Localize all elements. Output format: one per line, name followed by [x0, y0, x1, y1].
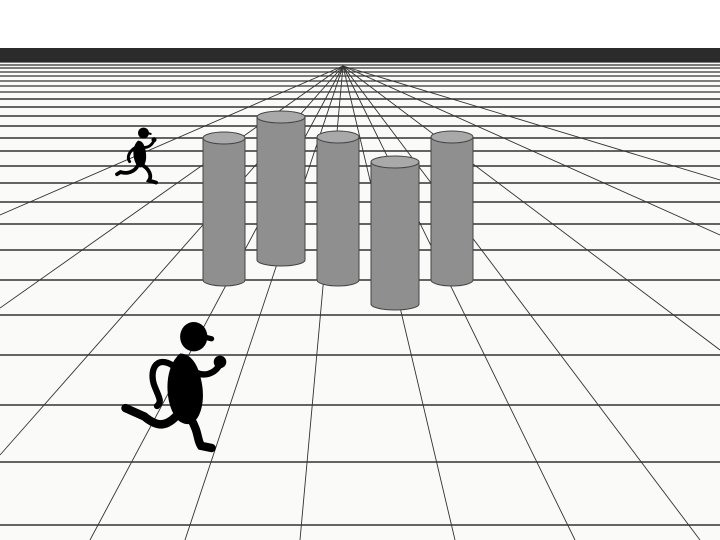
cylinder — [316, 130, 360, 287]
cylinder — [430, 130, 474, 287]
running-person-icon — [115, 127, 158, 185]
grid-line-radial — [342, 65, 701, 540]
floor-plane — [0, 62, 720, 540]
cylinder — [202, 131, 246, 287]
cylinder — [370, 155, 420, 311]
grid-line-radial — [342, 65, 720, 181]
grid-line-radial — [342, 65, 720, 351]
cylinder — [256, 110, 306, 267]
grid-line-radial — [0, 65, 344, 216]
cylinder-group — [202, 110, 474, 311]
floor-grid-horizontal-lines — [0, 62, 720, 526]
grid-line-radial — [0, 65, 344, 309]
running-person-icon — [121, 322, 227, 453]
grid-line-radial — [342, 65, 720, 236]
horizon-bar — [0, 48, 720, 62]
grid-line-radial — [342, 65, 576, 540]
